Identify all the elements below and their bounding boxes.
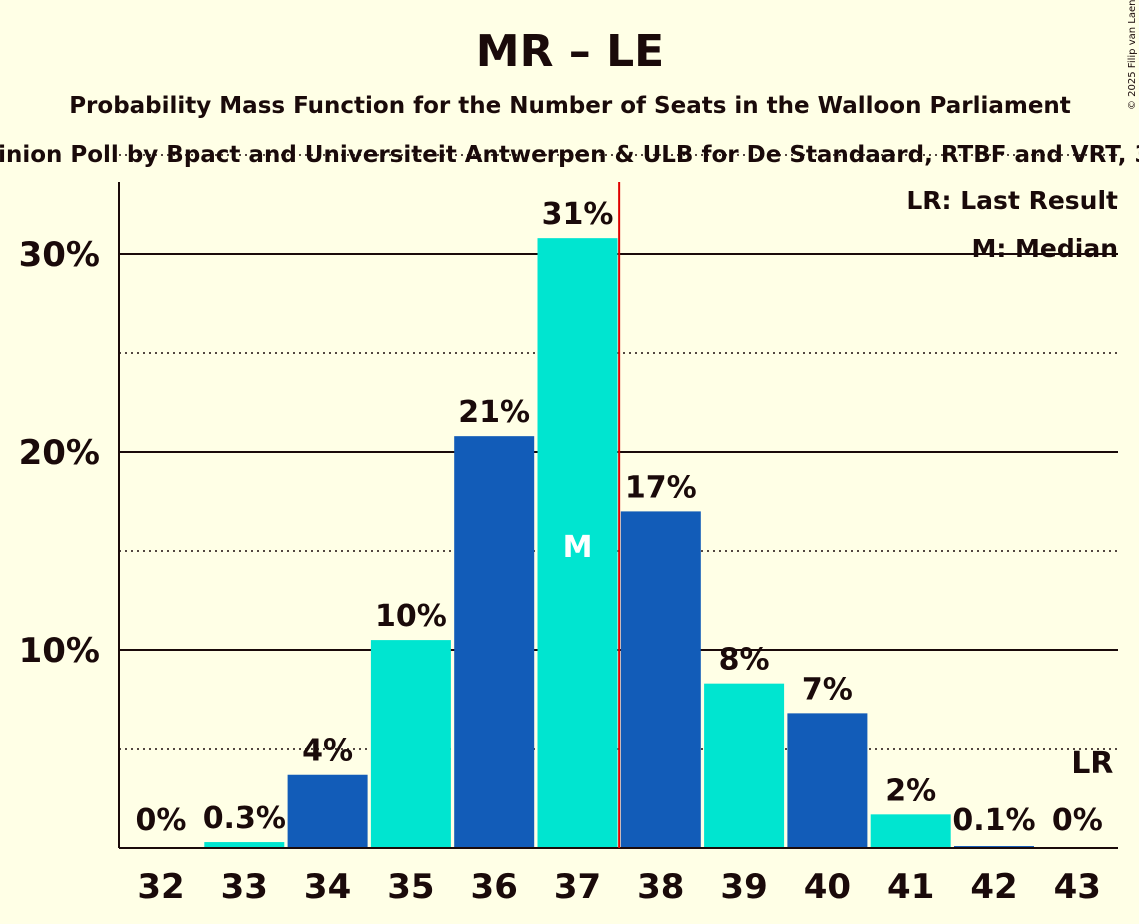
bar-label-43: 0% bbox=[1052, 803, 1103, 838]
bar-seat-39 bbox=[704, 683, 785, 848]
bar-label-40: 7% bbox=[802, 672, 853, 707]
median-marker: M bbox=[563, 530, 593, 565]
bar-label-39: 8% bbox=[719, 643, 770, 678]
markers: M LR bbox=[563, 182, 1113, 848]
x-tick-label-40: 40 bbox=[804, 867, 851, 907]
x-tick-label-34: 34 bbox=[304, 867, 351, 907]
y-tick-label: 10% bbox=[19, 631, 100, 671]
bar-label-42: 0.1% bbox=[952, 803, 1035, 838]
x-tick-label-38: 38 bbox=[637, 867, 684, 907]
bar-label-36: 21% bbox=[458, 395, 530, 430]
x-tick-label-39: 39 bbox=[720, 867, 767, 907]
x-tick-label-36: 36 bbox=[471, 867, 518, 907]
bar-seat-35 bbox=[370, 640, 451, 848]
chart-title: MR – LE bbox=[476, 26, 664, 77]
last-result-marker: LR bbox=[1071, 746, 1113, 781]
bar-label-35: 10% bbox=[375, 599, 447, 634]
y-tick-labels: 10% 20% 30% bbox=[19, 235, 100, 671]
x-tick-label-37: 37 bbox=[554, 867, 601, 907]
copyright-text: © 2025 Filip van Laenen bbox=[1127, 0, 1138, 110]
y-tick-label: 20% bbox=[19, 433, 100, 473]
bar-seat-34 bbox=[287, 774, 368, 848]
bar-seat-37 bbox=[537, 238, 618, 848]
x-tick-label-32: 32 bbox=[137, 867, 184, 907]
chart-subtitle: Probability Mass Function for the Number… bbox=[69, 93, 1071, 119]
bar-label-37: 31% bbox=[542, 197, 614, 232]
bar-seat-33 bbox=[204, 842, 285, 848]
bar-label-41: 2% bbox=[885, 773, 936, 808]
bar-seat-38 bbox=[620, 511, 701, 848]
x-tick-label-33: 33 bbox=[221, 867, 268, 907]
bar-seat-41 bbox=[870, 814, 951, 848]
bar-seat-36 bbox=[454, 436, 535, 848]
x-tick-labels: 32 33 34 35 36 37 38 39 40 41 42 43 bbox=[137, 867, 1101, 907]
bars bbox=[204, 238, 1034, 848]
legend-median: M: Median bbox=[971, 234, 1118, 263]
legend-last-result: LR: Last Result bbox=[906, 186, 1118, 215]
bar-labels: 0% 0.3% 4% 10% 21% 31% 17% 8% 7% 2% 0.1% 0% bbox=[136, 197, 1103, 838]
bar-label-32: 0% bbox=[136, 803, 187, 838]
y-tick-label: 30% bbox=[19, 235, 100, 275]
bar-label-34: 4% bbox=[302, 734, 353, 769]
x-tick-label-35: 35 bbox=[387, 867, 434, 907]
x-tick-label-41: 41 bbox=[887, 867, 934, 907]
bar-label-33: 0.3% bbox=[203, 801, 286, 836]
x-tick-label-42: 42 bbox=[970, 867, 1017, 907]
bar-seat-40 bbox=[787, 713, 868, 848]
bar-label-38: 17% bbox=[625, 470, 697, 505]
x-tick-label-43: 43 bbox=[1054, 867, 1101, 907]
